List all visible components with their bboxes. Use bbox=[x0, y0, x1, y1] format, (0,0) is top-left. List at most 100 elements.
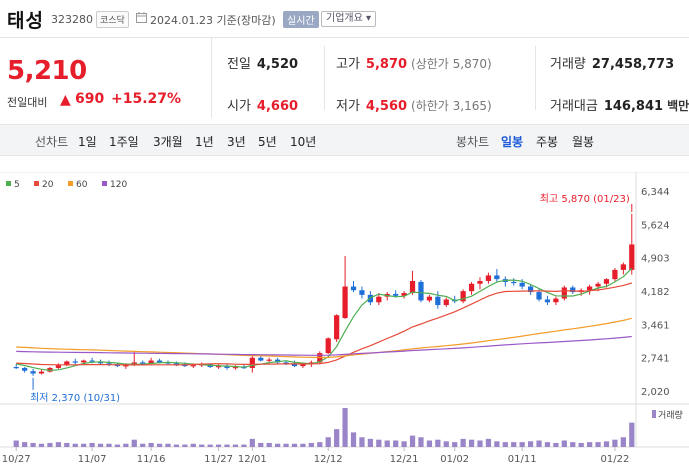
volume-bar bbox=[435, 439, 441, 447]
candle-body bbox=[511, 281, 517, 284]
volume-bar bbox=[384, 440, 390, 447]
tab-line-chart[interactable]: 선차트 bbox=[35, 135, 69, 149]
candle-body bbox=[553, 298, 559, 303]
volume-bar bbox=[443, 441, 449, 447]
volume-bar bbox=[123, 443, 129, 447]
volume-bar bbox=[140, 443, 146, 447]
x-tick-label: 01/11 bbox=[508, 454, 537, 465]
volume-bar bbox=[561, 440, 567, 447]
up-arrow-icon: ▲ bbox=[60, 92, 71, 108]
volume-bar bbox=[207, 444, 213, 447]
candle-body bbox=[409, 280, 416, 294]
volume-bar bbox=[148, 442, 154, 447]
tab-monthly[interactable]: 월봉 bbox=[572, 135, 595, 149]
candle-body bbox=[291, 363, 298, 367]
candle-body bbox=[275, 359, 281, 363]
volume-bar bbox=[275, 443, 281, 447]
candle-body bbox=[123, 365, 129, 367]
candle-body bbox=[325, 338, 331, 354]
volume-bar bbox=[232, 444, 239, 447]
volume-bar bbox=[603, 441, 610, 447]
volume-bar bbox=[477, 440, 483, 447]
volume-bar bbox=[334, 429, 340, 447]
volume-bar bbox=[131, 439, 137, 447]
legend-label: 5 bbox=[14, 180, 20, 190]
candle-body bbox=[342, 286, 348, 318]
volume-bar bbox=[55, 442, 61, 447]
candle-body bbox=[38, 371, 45, 374]
candle-body bbox=[561, 287, 567, 299]
volume-bar bbox=[258, 442, 264, 447]
tab-3month[interactable]: 3개월 bbox=[153, 135, 183, 149]
volume-bar bbox=[350, 432, 357, 447]
candle-body bbox=[55, 365, 61, 368]
candle-body bbox=[629, 244, 635, 270]
candle-body bbox=[190, 365, 196, 367]
tab-candle-chart[interactable]: 봉차트 bbox=[456, 135, 490, 149]
company-overview-dropdown[interactable]: 기업개요 ▾ bbox=[321, 11, 376, 27]
x-tick-label: 11/07 bbox=[78, 454, 107, 465]
tab-1year[interactable]: 1년 bbox=[195, 135, 214, 149]
y-tick-label: 5,624 bbox=[641, 220, 670, 231]
volume-bar bbox=[570, 442, 576, 447]
stock-header: 태성 323280 코스닥 2024.01.23 기준(장마감) 실시간 기업개… bbox=[0, 0, 689, 38]
candle-body bbox=[570, 287, 576, 293]
ma-line bbox=[16, 267, 633, 372]
volume-bar bbox=[190, 443, 196, 447]
x-tick-label: 12/12 bbox=[314, 454, 343, 465]
tab-3year[interactable]: 3년 bbox=[227, 135, 246, 149]
legend-swatch bbox=[34, 181, 39, 186]
candle-body bbox=[468, 283, 475, 292]
realtime-button[interactable]: 실시간 bbox=[283, 11, 319, 28]
volume-bar bbox=[612, 439, 618, 447]
x-tick-label: 11/27 bbox=[204, 454, 233, 465]
tab-5year[interactable]: 5년 bbox=[258, 135, 277, 149]
stat-label: 거래량 bbox=[550, 57, 586, 72]
candle-body bbox=[418, 281, 424, 301]
candle-body bbox=[435, 296, 441, 306]
candle-body bbox=[350, 286, 357, 291]
volume-bar bbox=[283, 443, 289, 447]
volume-bar bbox=[620, 437, 626, 447]
stats-divider bbox=[324, 46, 325, 110]
volume-bar bbox=[81, 443, 87, 447]
stat-prev: 전일 4,520 bbox=[227, 53, 298, 72]
tab-1week[interactable]: 1주일 bbox=[109, 135, 139, 149]
tab-weekly[interactable]: 주봉 bbox=[536, 135, 559, 149]
volume-bar bbox=[308, 442, 314, 447]
y-tick-label: 2,741 bbox=[641, 354, 670, 365]
x-tick-label: 12/21 bbox=[390, 454, 419, 465]
candle-body bbox=[300, 364, 306, 367]
candle-body bbox=[595, 283, 601, 287]
candle-body bbox=[612, 269, 618, 280]
stat-value: 4,660 bbox=[256, 99, 299, 114]
candle-body bbox=[89, 360, 95, 362]
candle-body bbox=[460, 291, 466, 302]
volume-bar bbox=[72, 443, 78, 447]
volume-bar bbox=[317, 442, 323, 447]
candle-body bbox=[30, 371, 36, 374]
volume-bar bbox=[553, 442, 559, 447]
candle-body bbox=[266, 359, 272, 361]
volume-bar bbox=[173, 444, 180, 447]
market-badge: 코스닥 bbox=[96, 11, 129, 28]
tab-10year[interactable]: 10년 bbox=[290, 135, 317, 149]
volume-bar bbox=[38, 443, 45, 447]
stat-label: 시가 bbox=[227, 99, 251, 114]
candle-body bbox=[443, 299, 449, 306]
candle-body bbox=[106, 363, 112, 365]
volume-bar bbox=[409, 435, 416, 447]
volume-bar bbox=[224, 444, 230, 447]
tab-daily[interactable]: 일봉 bbox=[501, 135, 524, 149]
change-label: 전일대비 bbox=[7, 96, 48, 109]
volume-legend-swatch bbox=[652, 410, 656, 418]
candle-body bbox=[393, 293, 399, 296]
volume-bar bbox=[97, 443, 104, 447]
stat-open: 시가 4,660 bbox=[227, 95, 298, 114]
candle-body bbox=[603, 279, 610, 284]
volume-bar bbox=[426, 440, 433, 447]
high-annotation: 최고 5,870 (01/23) bbox=[540, 193, 630, 205]
x-tick-label: 01/02 bbox=[440, 454, 469, 465]
tab-1day[interactable]: 1일 bbox=[78, 135, 97, 149]
candle-body bbox=[477, 280, 483, 284]
